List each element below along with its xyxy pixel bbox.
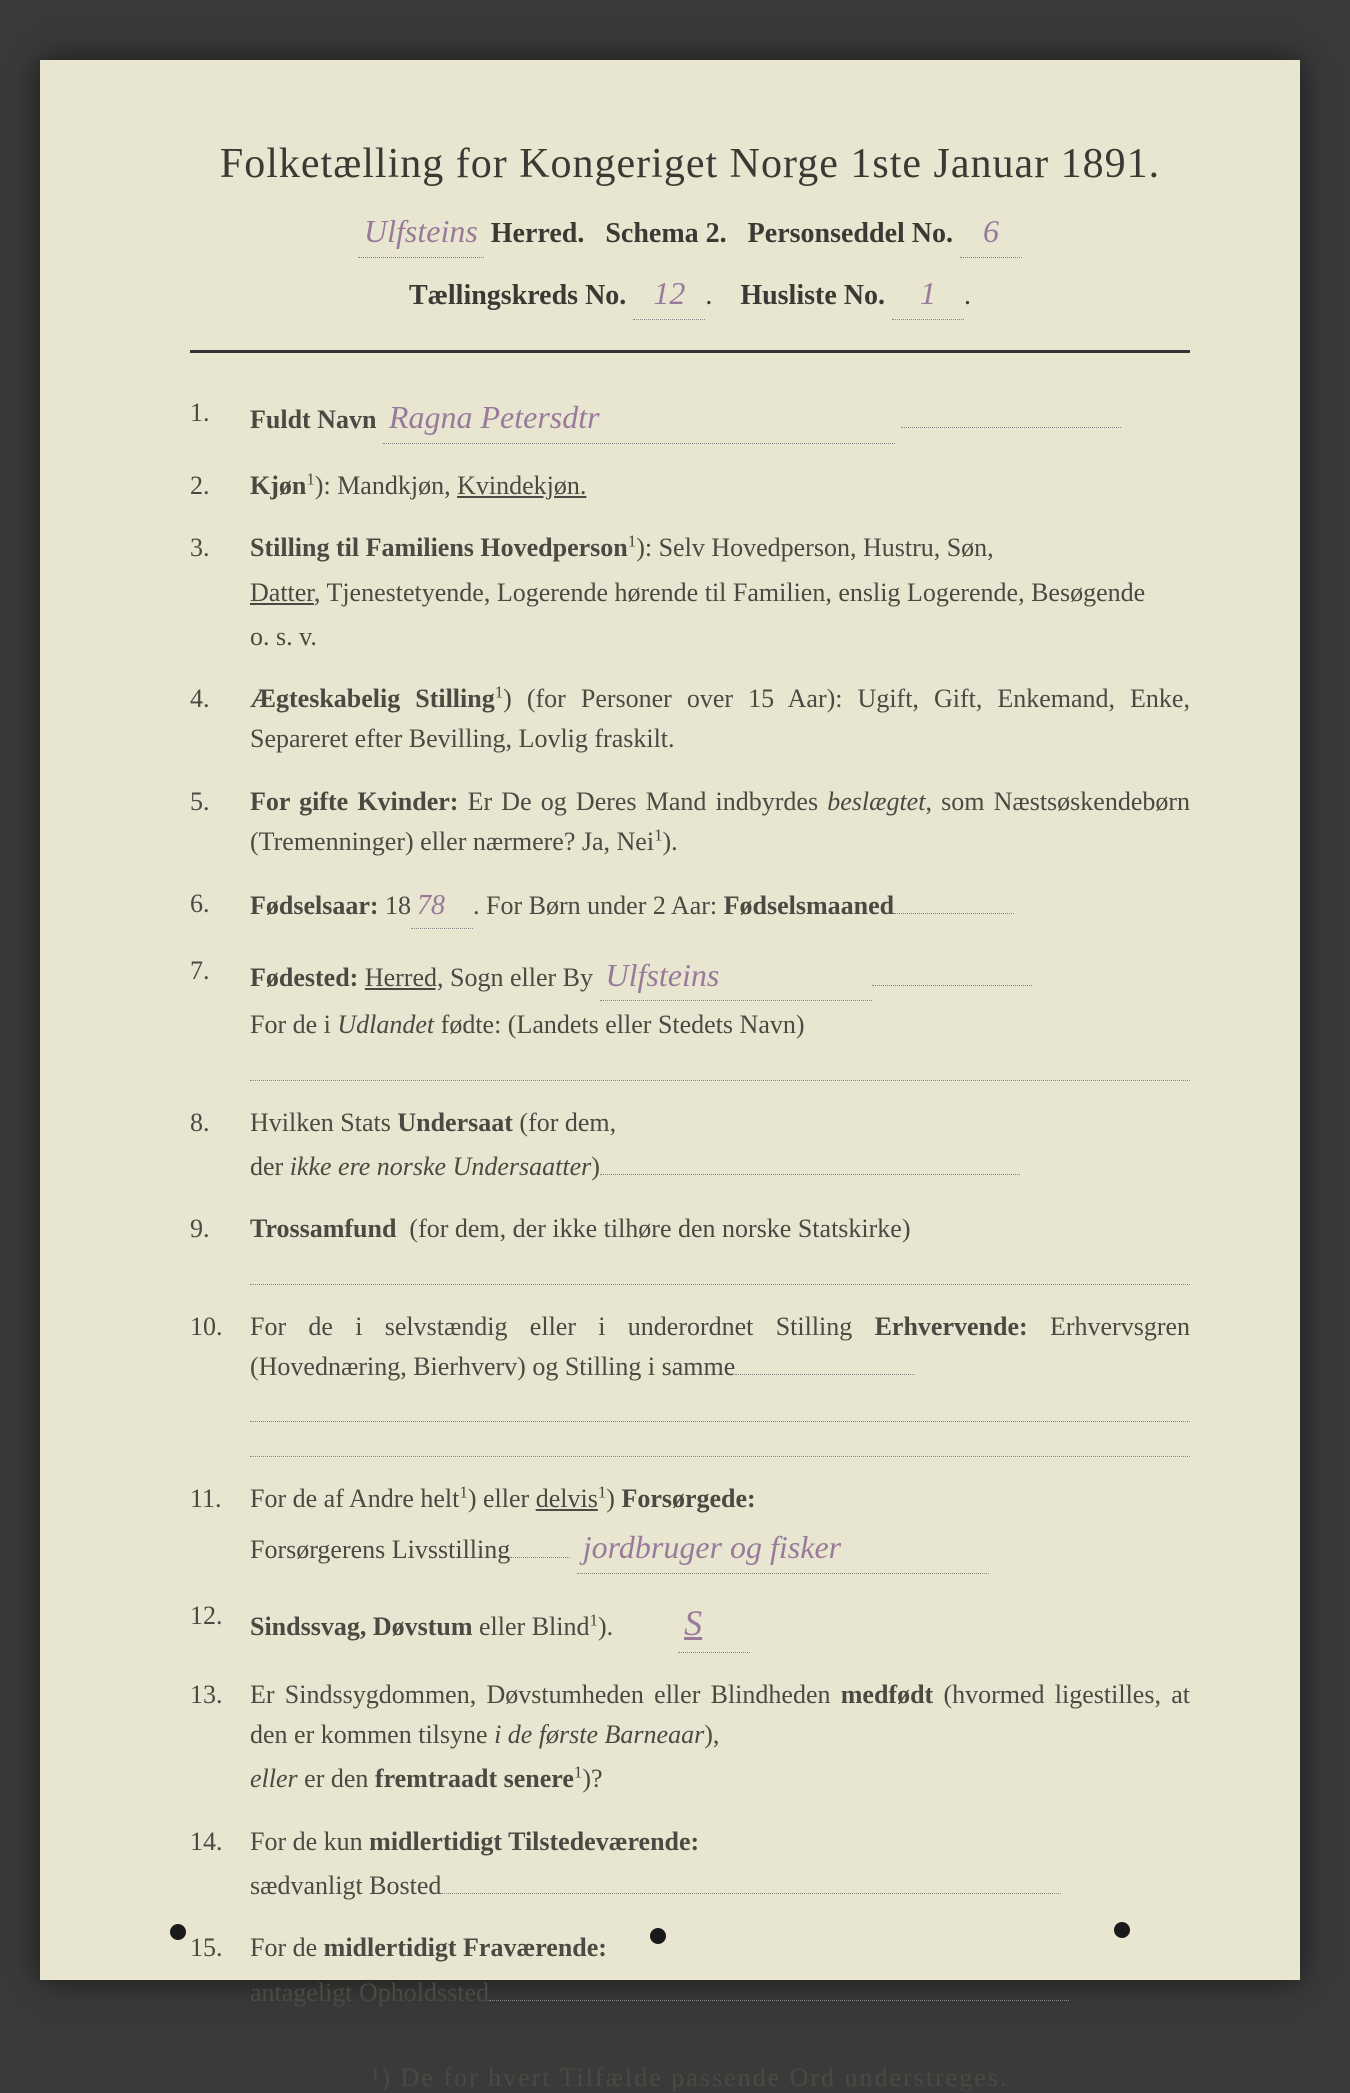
q11-a: For de af Andre helt xyxy=(250,1484,459,1513)
q6-text: . For Børn under 2 Aar: xyxy=(473,891,717,920)
divider-rule xyxy=(190,350,1190,353)
q13-i2: eller xyxy=(250,1764,298,1793)
q13-a: Er Sindssygdommen, Døvstumheden eller Bl… xyxy=(250,1680,830,1709)
item-4: Ægteskabelig Stilling1) (for Personer ov… xyxy=(190,679,1190,760)
punch-hole xyxy=(1114,1922,1130,1938)
q15-text: For de xyxy=(250,1933,317,1962)
herred-value: Ulfsteins xyxy=(358,206,484,258)
q7-text: Sogn eller By xyxy=(450,963,593,992)
q8-sub: der xyxy=(250,1152,283,1181)
q10-label: Erhvervende: xyxy=(875,1312,1028,1341)
item-6: Fødselsaar: 1878. For Børn under 2 Aar: … xyxy=(190,884,1190,928)
q7-value: Ulfsteins xyxy=(600,951,872,1002)
q6-label: Fødselsaar: xyxy=(250,891,379,920)
header-line-1: Ulfsteins Herred. Schema 2. Personseddel… xyxy=(190,206,1190,258)
census-form-page: Folketælling for Kongeriget Norge 1ste J… xyxy=(40,60,1300,1980)
q9-text: (for dem, der ikke tilhøre den norske St… xyxy=(409,1214,910,1243)
husliste-label: Husliste No. xyxy=(740,280,885,311)
dot-line xyxy=(250,1260,1190,1285)
q7-sub: For de i xyxy=(250,1010,331,1039)
dot-line xyxy=(250,1056,1190,1081)
dot-line xyxy=(250,1397,1190,1422)
form-list: Fuldt Navn Ragna Petersdtr Kjøn1): Mandk… xyxy=(190,393,1190,2013)
q1-value: Ragna Petersdtr xyxy=(383,393,895,444)
q7-label: Fødested: xyxy=(250,963,358,992)
header-line-2: Tællingskreds No. 12. Husliste No. 1. xyxy=(190,268,1190,320)
q2-label: Kjøn xyxy=(250,471,306,500)
q8-a: Hvilken Stats xyxy=(250,1108,391,1137)
punch-hole xyxy=(650,1928,666,1944)
footnote: ¹) De for hvert Tilfælde passende Ord un… xyxy=(190,2063,1190,2093)
dot-line xyxy=(250,1432,1190,1457)
item-14: For de kun midlertidigt Tilstedeværende:… xyxy=(190,1822,1190,1907)
kreds-no: 12 xyxy=(633,268,705,320)
q13-i: i de første Barneaar xyxy=(494,1720,704,1749)
q14-text: For de kun xyxy=(250,1827,363,1856)
q13-c: ), xyxy=(704,1720,719,1749)
personseddel-label: Personseddel No. xyxy=(748,218,953,249)
q8-sub-i: ikke ere norske Undersaatter xyxy=(290,1152,592,1181)
q3-a: Selv Hovedperson, Hustru, Søn, xyxy=(659,533,994,562)
item-8: Hvilken Stats Undersaat (for dem, der ik… xyxy=(190,1103,1190,1188)
item-3: Stilling til Familiens Hovedperson1): Se… xyxy=(190,528,1190,657)
item-5: For gifte Kvinder: Er De og Deres Mand i… xyxy=(190,782,1190,863)
punch-hole xyxy=(170,1924,186,1940)
item-15: For de midlertidigt Fraværende: antageli… xyxy=(190,1928,1190,2013)
q2-opt-b: Kvindekjøn. xyxy=(457,471,586,500)
item-13: Er Sindssygdommen, Døvstumheden eller Bl… xyxy=(190,1675,1190,1800)
q14-label: midlertidigt Tilstedeværende: xyxy=(369,1827,699,1856)
q6-value: 78 xyxy=(411,884,473,928)
q3-c: , Tjenestetyende, Logerende hørende til … xyxy=(314,578,1145,607)
item-11: For de af Andre helt1) eller delvis1) Fo… xyxy=(190,1479,1190,1574)
q12-label: Sindssvag, Døvstum xyxy=(250,1612,473,1641)
q8-label: Undersaat xyxy=(397,1108,513,1137)
item-12: Sindssvag, Døvstum eller Blind1). S xyxy=(190,1596,1190,1653)
q7-sub2: fødte: (Landets eller Stedets Navn) xyxy=(441,1010,805,1039)
item-9: Trossamfund (for dem, der ikke tilhøre d… xyxy=(190,1209,1190,1284)
q3-b: Datter xyxy=(250,578,314,607)
q11-sub: Forsørgerens Livsstilling xyxy=(250,1535,510,1564)
item-2: Kjøn1): Mandkjøn, Kvindekjøn. xyxy=(190,466,1190,506)
q15-label: midlertidigt Fraværende: xyxy=(324,1933,607,1962)
q5-b: beslægtet xyxy=(827,787,925,816)
schema-label: Schema 2. xyxy=(605,218,726,249)
herred-label: Herred. xyxy=(491,218,585,249)
q3-label: Stilling til Familiens Hovedperson xyxy=(250,533,628,562)
q10-a: For de i selvstændig eller i underordnet… xyxy=(250,1312,852,1341)
item-10: For de i selvstændig eller i underordnet… xyxy=(190,1307,1190,1458)
q14-sub: sædvanligt Bosted xyxy=(250,1871,441,1900)
q7-sub-i: Udlandet xyxy=(337,1010,434,1039)
q13-label: medfødt xyxy=(841,1680,933,1709)
q4-label: Ægteskabelig Stilling xyxy=(250,684,495,713)
q11-b: eller xyxy=(483,1484,529,1513)
q11-value: jordbruger og fisker xyxy=(577,1523,989,1574)
q9-label: Trossamfund xyxy=(250,1214,396,1243)
husliste-no: 1 xyxy=(892,268,964,320)
q3-d: o. s. v. xyxy=(250,617,1190,657)
main-title: Folketælling for Kongeriget Norge 1ste J… xyxy=(190,140,1190,188)
item-1: Fuldt Navn Ragna Petersdtr xyxy=(190,393,1190,444)
q5-a: Er De og Deres Mand indbyrdes xyxy=(468,787,818,816)
q12-value: S xyxy=(678,1596,750,1653)
q5-label: For gifte Kvinder: xyxy=(250,787,458,816)
q1-label: Fuldt Navn xyxy=(250,405,376,434)
q12-text: eller Blind xyxy=(479,1612,589,1641)
q13-label2: fremtraadt senere xyxy=(375,1764,574,1793)
dotfill xyxy=(901,401,1121,428)
q6-label2: Fødselsmaaned xyxy=(724,891,894,920)
q11-label: Forsørgede: xyxy=(621,1484,755,1513)
q2-opt-a: Mandkjøn, xyxy=(337,471,450,500)
q6-prefix: 18 xyxy=(385,891,411,920)
personseddel-no: 6 xyxy=(960,206,1022,258)
q15-sub: antageligt Opholdssted xyxy=(250,1978,489,2007)
item-7: Fødested: Herred, Sogn eller By Ulfstein… xyxy=(190,951,1190,1081)
kreds-label: Tællingskreds No. xyxy=(409,280,626,311)
q8-b: (for dem, xyxy=(519,1108,616,1137)
q13-d: er den xyxy=(304,1764,368,1793)
q11-u: delvis xyxy=(536,1484,598,1513)
q7-u: Herred, xyxy=(365,963,444,992)
